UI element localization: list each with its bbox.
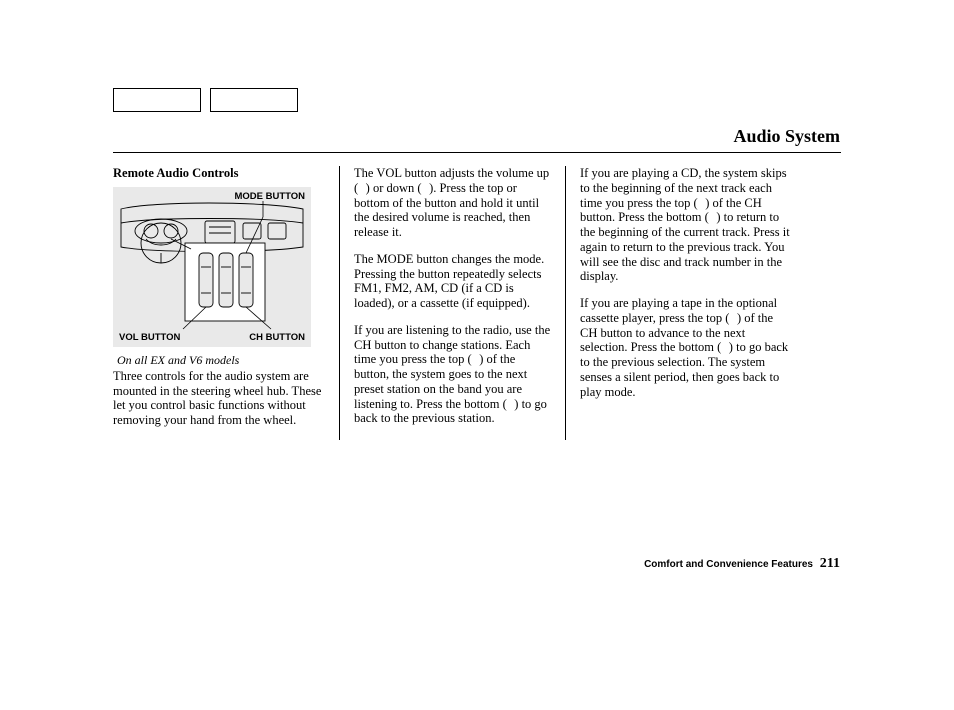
- manual-page: Audio System Remote Audio Controls: [0, 0, 954, 710]
- label-vol-button: VOL BUTTON: [119, 332, 180, 343]
- section-title: Remote Audio Controls: [113, 166, 325, 181]
- top-box-2: [210, 88, 298, 112]
- body-columns: Remote Audio Controls: [113, 166, 791, 440]
- steering-controls-figure: MODE BUTTON VOL BUTTON CH BUTTON: [113, 187, 311, 347]
- top-link-boxes: [113, 88, 298, 112]
- label-mode-button: MODE BUTTON: [234, 191, 305, 202]
- column-2: The VOL button adjusts the volume up ( )…: [339, 166, 565, 440]
- label-ch-button: CH BUTTON: [249, 332, 305, 343]
- col2-para-1: The VOL button adjusts the volume up ( )…: [354, 166, 551, 240]
- page-title: Audio System: [733, 126, 840, 147]
- column-3: If you are playing a CD, the system skip…: [565, 166, 791, 440]
- col2-para-3: If you are listening to the radio, use t…: [354, 323, 551, 426]
- model-note: On all EX and V6 models: [113, 353, 325, 367]
- col3-para-1: If you are playing a CD, the system skip…: [580, 166, 791, 284]
- top-box-1: [113, 88, 201, 112]
- title-rule: [113, 152, 841, 153]
- column-1: Remote Audio Controls: [113, 166, 339, 440]
- col1-para-1: Three controls for the audio system are …: [113, 369, 325, 428]
- footer-text: Comfort and Convenience Features: [644, 559, 813, 570]
- page-number: 211: [820, 556, 840, 571]
- col3-para-2: If you are playing a tape in the optiona…: [580, 296, 791, 399]
- col2-para-2: The MODE button changes the mode. Pressi…: [354, 252, 551, 311]
- footer: Comfort and Convenience Features 211: [644, 556, 840, 572]
- dashboard-illustration: [113, 187, 311, 347]
